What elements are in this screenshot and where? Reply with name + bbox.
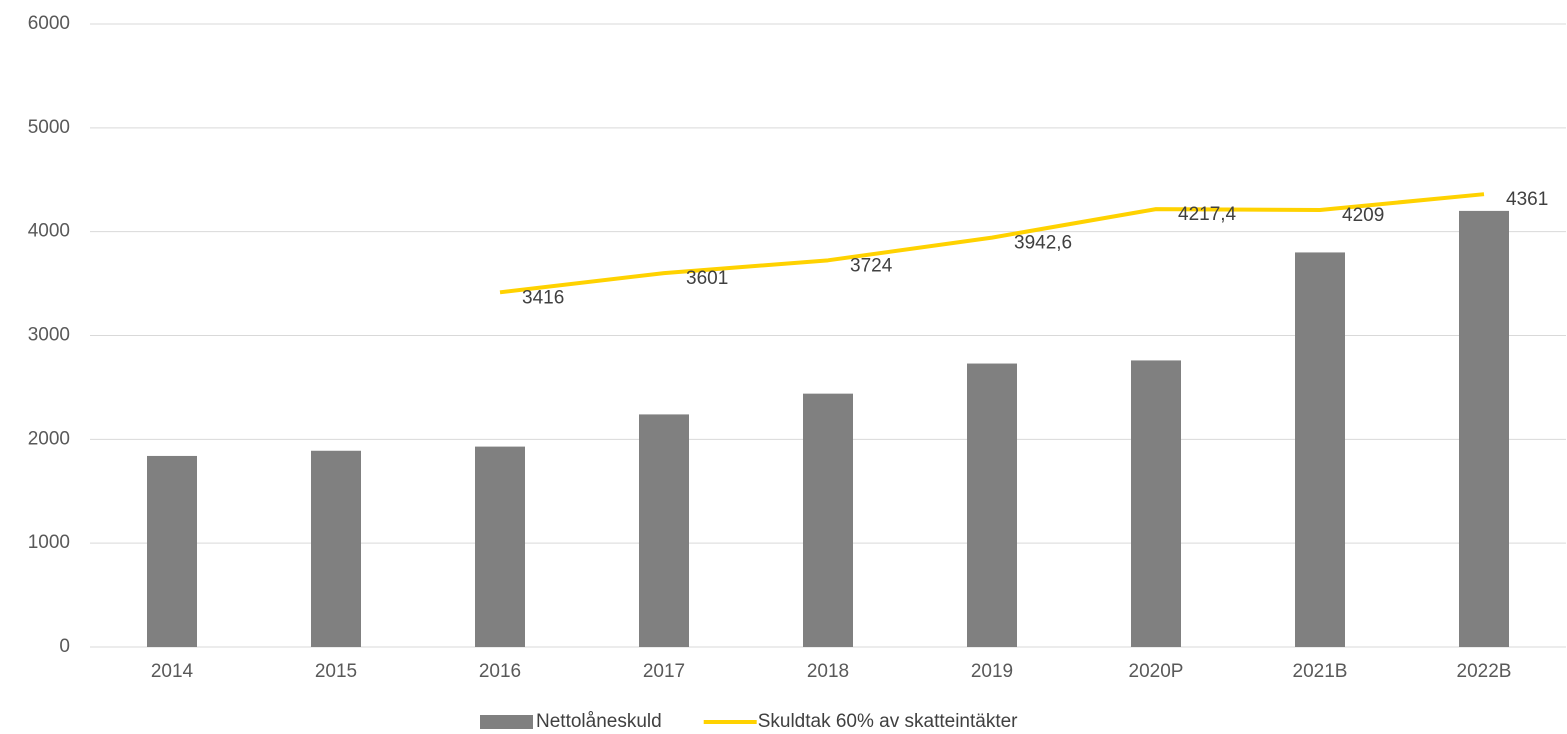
x-tick-label: 2022B [1457, 661, 1512, 682]
data-label: 3942,6 [1014, 233, 1072, 254]
bar [147, 455, 197, 647]
data-label: 3601 [686, 268, 728, 289]
data-label: 3724 [850, 255, 893, 276]
legend-label: Skuldtak 60% av skatteintäkter [758, 711, 1018, 732]
line [499, 192, 1485, 295]
x-tick-label: 2019 [971, 661, 1013, 682]
x-tick-label: 2015 [315, 661, 357, 682]
x-tick-label: 2017 [643, 661, 685, 682]
legend-swatch [480, 715, 533, 729]
bar [967, 363, 1017, 647]
data-label: 4361 [1506, 189, 1548, 210]
bar [475, 446, 525, 647]
legend-label: Nettolåneskuld [536, 711, 662, 732]
y-tick-label: 2000 [28, 428, 70, 449]
bar [803, 393, 853, 647]
y-tick-label: 3000 [28, 325, 70, 346]
y-tick-label: 6000 [28, 13, 70, 34]
y-tick-label: 4000 [28, 221, 70, 242]
y-tick-label: 0 [59, 636, 70, 657]
data-label: 4209 [1342, 205, 1384, 226]
x-tick-label: 2020P [1129, 661, 1184, 682]
bar [1131, 360, 1181, 647]
data-label: 3416 [522, 287, 564, 308]
data-label: 4217,4 [1178, 204, 1237, 225]
x-tick-label: 2021B [1293, 661, 1348, 682]
x-tick-label: 2014 [151, 661, 194, 682]
y-tick-label: 1000 [28, 532, 70, 553]
bar [311, 450, 361, 647]
x-tick-label: 2016 [479, 661, 521, 682]
bar [1459, 210, 1509, 647]
x-tick-label: 2018 [807, 661, 849, 682]
bar [1295, 252, 1345, 647]
bar [639, 414, 689, 647]
y-tick-label: 5000 [28, 117, 70, 138]
